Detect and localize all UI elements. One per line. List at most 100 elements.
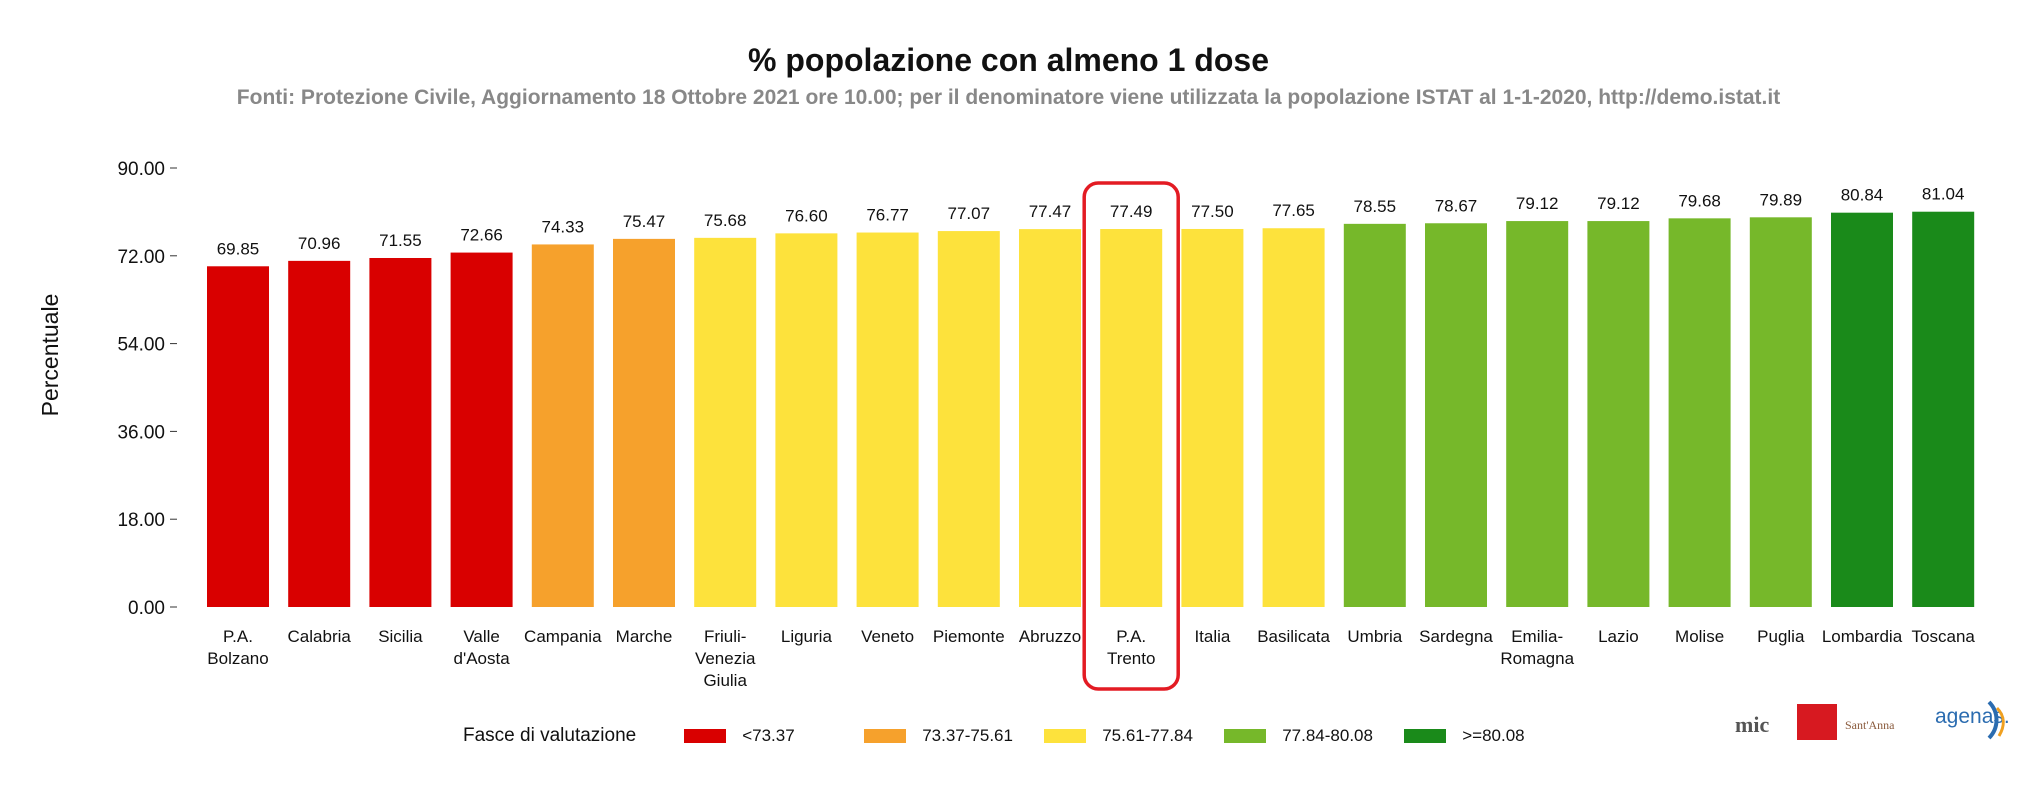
x-tick-label: Sardegna <box>1419 627 1493 646</box>
x-tick-label: Lazio <box>1598 627 1639 646</box>
santanna-logo: Sant'Anna <box>1845 718 1895 732</box>
x-tick-label: Italia <box>1194 627 1230 646</box>
x-tick-label: Molise <box>1675 627 1724 646</box>
bar <box>207 266 269 607</box>
x-tick-label: Calabria <box>288 627 352 646</box>
value-labels: 69.85 70.96 71.55 72.66 74.33 75.47 75.68 76.60… <box>217 185 1965 259</box>
value-label: 77.50 <box>1191 202 1234 221</box>
bar <box>1181 228 1244 607</box>
x-tick-label: Puglia <box>1757 627 1805 646</box>
x-tick-label: Liguria <box>781 627 833 646</box>
x-tick-label: Valle d'Aosta <box>454 627 511 668</box>
value-label: 77.65 <box>1272 201 1315 220</box>
x-tick-label: P.A. Bolzano <box>207 627 268 668</box>
bar <box>1912 211 1975 607</box>
value-label: 72.66 <box>460 226 503 245</box>
value-label: 75.68 <box>704 211 747 230</box>
legend-title: Fasce di valutazione <box>463 725 637 746</box>
logos: mic Sant'Anna agenas. <box>1735 700 2010 745</box>
bar <box>1019 229 1081 607</box>
bar <box>1506 221 1569 607</box>
bar <box>288 260 351 607</box>
bar <box>1831 212 1893 607</box>
bar-chart: Percentuale 0.00 18.00 36.00 54.00 72.00 90.0… <box>37 159 1975 691</box>
bar <box>369 257 432 607</box>
legend-label: <73.37 <box>742 726 795 745</box>
y-tick-label: 90.00 <box>117 159 165 180</box>
legend-swatch <box>1224 729 1267 743</box>
x-tick-label: Basilicata <box>1257 627 1330 646</box>
bar <box>1262 228 1325 608</box>
value-label: 69.85 <box>217 239 260 258</box>
value-label: 76.60 <box>785 206 828 225</box>
x-tick-label: Veneto <box>861 627 914 646</box>
legend: Fasce di valutazione <73.37 73.37-75.61 … <box>463 720 1584 752</box>
bar <box>1425 223 1487 607</box>
x-tick-label: P.A. Trento <box>1107 627 1156 668</box>
value-label: 77.49 <box>1110 202 1153 221</box>
bar <box>1100 229 1163 607</box>
value-label: 79.68 <box>1678 191 1721 210</box>
value-label: 75.47 <box>623 212 666 231</box>
y-tick-label: 18.00 <box>117 510 165 531</box>
value-label: 70.96 <box>298 234 341 253</box>
value-label: 79.12 <box>1516 194 1559 213</box>
legend-label: 77.84-80.08 <box>1282 726 1373 745</box>
value-label: 74.33 <box>542 217 585 236</box>
bar <box>1343 223 1406 607</box>
legend-swatch <box>684 729 727 743</box>
y-tick-label: 0.00 <box>128 598 165 619</box>
value-label: 76.77 <box>866 206 909 225</box>
bar <box>450 252 513 607</box>
x-tick-label: Campania <box>524 627 602 646</box>
highlight-box <box>1082 181 1180 691</box>
value-label: 77.07 <box>948 204 991 223</box>
y-tick-label: 54.00 <box>117 335 165 356</box>
x-tick-label: Friuli-Venezia Giulia <box>695 627 756 690</box>
legend-label: >=80.08 <box>1462 726 1525 745</box>
value-label: 79.12 <box>1597 194 1640 213</box>
legend-item-1: <73.37 <box>684 726 864 746</box>
university-logo <box>1797 704 1837 740</box>
bar <box>1668 218 1731 607</box>
bar <box>937 231 1000 607</box>
bar <box>856 232 919 607</box>
bar <box>1749 217 1812 607</box>
x-tick-label: Abruzzo <box>1019 627 1081 646</box>
x-axis-labels: P.A. Bolzano Calabria Sicilia Valle d'Aosta Ca… <box>207 627 1975 690</box>
x-tick-label: Lombardia <box>1822 627 1903 646</box>
value-label: 71.55 <box>379 231 422 250</box>
legend-item-5: >=80.08 <box>1404 726 1584 746</box>
x-tick-label: Emilia-Romagna <box>1500 627 1574 668</box>
legend-label: 75.61-77.84 <box>1102 726 1193 745</box>
chart-subtitle: Fonti: Protezione Civile, Aggiornamento … <box>236 86 1781 109</box>
legend-item-2: 73.37-75.61 <box>864 726 1044 746</box>
x-tick-label: Piemonte <box>933 627 1005 646</box>
y-tick-label: 72.00 <box>117 247 165 268</box>
x-tick-label: Sicilia <box>378 627 423 646</box>
value-label: 78.55 <box>1354 197 1397 216</box>
bar <box>775 233 838 607</box>
value-label: 79.89 <box>1760 190 1803 209</box>
value-label: 77.47 <box>1029 202 1072 221</box>
bar <box>1587 221 1650 607</box>
value-label: 80.84 <box>1841 186 1884 205</box>
agenas-mark-icon <box>1987 700 2005 740</box>
legend-swatch <box>1404 729 1447 743</box>
value-label: 78.67 <box>1435 196 1478 215</box>
y-tick-label: 36.00 <box>117 422 165 443</box>
bars <box>207 211 1975 608</box>
bar <box>613 238 675 607</box>
y-axis: 0.00 18.00 36.00 54.00 72.00 90.00 <box>117 159 177 619</box>
legend-item-4: 77.84-80.08 <box>1224 726 1404 746</box>
legend-item-3: 75.61-77.84 <box>1044 726 1224 746</box>
legend-swatch <box>1044 729 1087 743</box>
mic-logo: mic <box>1735 712 1770 737</box>
bar <box>531 244 594 607</box>
x-tick-label: Marche <box>616 627 673 646</box>
x-tick-label: Umbria <box>1347 627 1402 646</box>
legend-label: 73.37-75.61 <box>922 726 1013 745</box>
y-axis-label: Percentuale <box>37 294 63 417</box>
legend-swatch <box>864 729 907 743</box>
value-label: 81.04 <box>1922 185 1965 204</box>
